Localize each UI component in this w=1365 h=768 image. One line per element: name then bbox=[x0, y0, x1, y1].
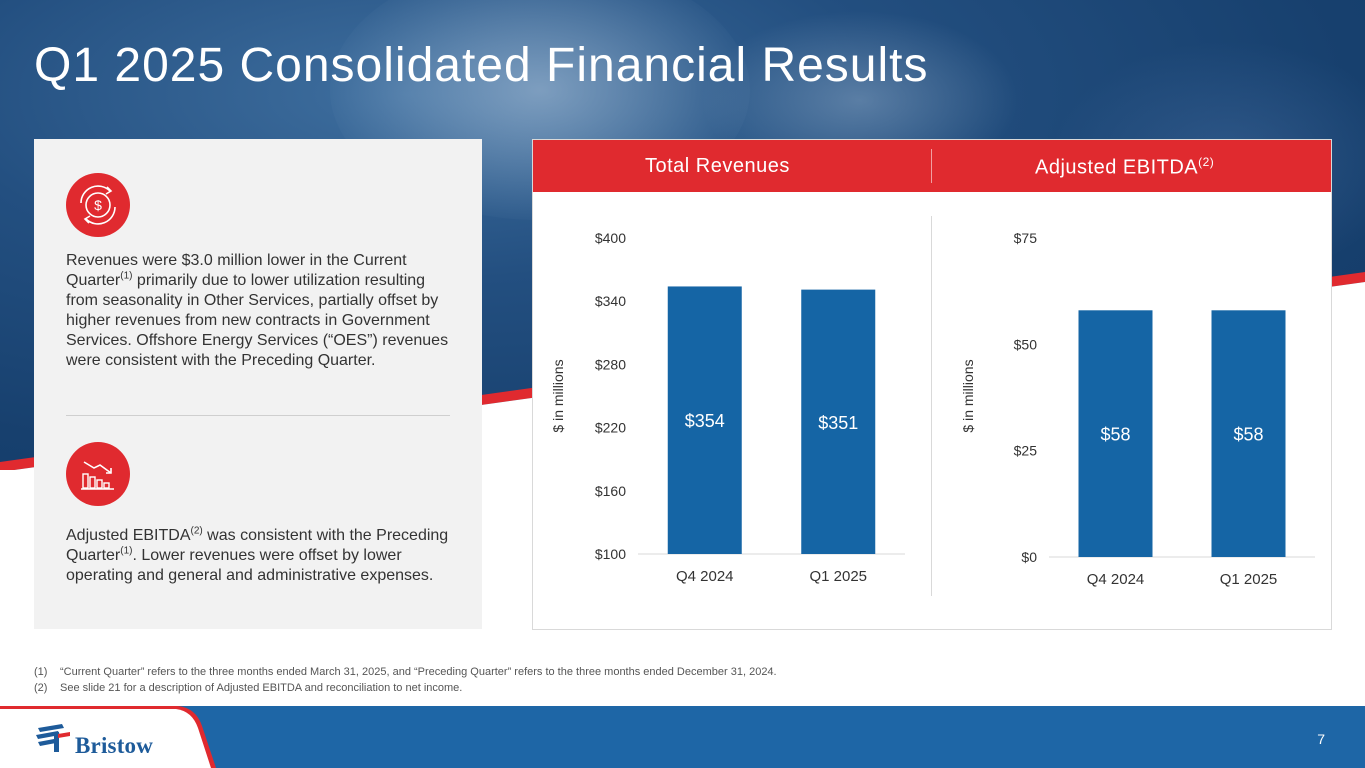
data-label: $351 bbox=[818, 413, 858, 433]
y-tick-label: $220 bbox=[595, 420, 626, 436]
svg-text:$: $ bbox=[94, 197, 102, 213]
data-label: $58 bbox=[1233, 425, 1263, 445]
y-tick-label: $50 bbox=[1014, 336, 1038, 352]
footnote-1: (1) “Current Quarter” refers to the three… bbox=[34, 666, 777, 678]
footer-logo-tab bbox=[0, 706, 216, 768]
x-tick-label: Q1 2025 bbox=[1220, 571, 1278, 588]
charts-header-bar: Total Revenues Adjusted EBITDA(2) bbox=[533, 140, 1331, 192]
y-tick-label: $25 bbox=[1014, 443, 1038, 459]
revenues-bar-chart: $100 $160 $220 $280 $340 $400 $ in millions $35… bbox=[550, 230, 905, 585]
y-tick-label: $100 bbox=[595, 546, 626, 562]
revenues-chart-title: Total Revenues bbox=[645, 155, 790, 177]
charts-divider bbox=[931, 216, 932, 596]
y-tick-label: $400 bbox=[595, 230, 626, 246]
x-tick-label: Q1 2025 bbox=[809, 568, 867, 585]
panel-divider bbox=[66, 415, 450, 416]
page-title: Q1 2025 Consolidated Financial Results bbox=[34, 39, 929, 92]
footnote-2: (2) See slide 21 for a description of Adj… bbox=[34, 682, 463, 694]
bar bbox=[1211, 310, 1286, 557]
y-tick-label: $75 bbox=[1014, 230, 1038, 246]
ebitda-chart-title: Adjusted EBITDA(2) bbox=[1035, 155, 1215, 179]
data-label: $354 bbox=[685, 411, 725, 431]
page-number: 7 bbox=[1317, 731, 1325, 747]
dollar-cycle-icon: $ bbox=[66, 173, 130, 237]
ebitda-commentary: Adjusted EBITDA(2) was consistent with t… bbox=[66, 525, 449, 584]
ebitda-bar-chart: $0 $25 $50 $75 $ in millions $58 Q4 2024 $58 Q1 … bbox=[960, 230, 1315, 588]
revenue-commentary: Revenues were $3.0 million lower in the … bbox=[66, 252, 449, 369]
footer-bar bbox=[0, 706, 1365, 768]
commentary-panel: $ Revenues were $3.0 million lower in th… bbox=[34, 139, 482, 629]
y-axis-label: $ in millions bbox=[960, 359, 976, 432]
data-label: $58 bbox=[1100, 425, 1130, 445]
y-axis-label: $ in millions bbox=[550, 359, 566, 432]
bar bbox=[801, 289, 876, 554]
bristow-mark-icon bbox=[36, 724, 70, 752]
bar bbox=[1078, 310, 1153, 557]
header-divider bbox=[931, 149, 932, 183]
declining-bar-chart-icon bbox=[66, 442, 130, 506]
y-tick-label: $340 bbox=[595, 293, 626, 309]
y-tick-label: $0 bbox=[1021, 549, 1037, 565]
charts-panel: Total Revenues Adjusted EBITDA(2) $100 $1… bbox=[532, 139, 1332, 630]
x-tick-label: Q4 2024 bbox=[676, 568, 734, 585]
y-tick-label: $280 bbox=[595, 356, 626, 372]
bristow-logo-text: Bristow bbox=[75, 733, 154, 758]
y-tick-label: $160 bbox=[595, 483, 626, 499]
x-tick-label: Q4 2024 bbox=[1087, 571, 1145, 588]
bar bbox=[667, 286, 742, 554]
